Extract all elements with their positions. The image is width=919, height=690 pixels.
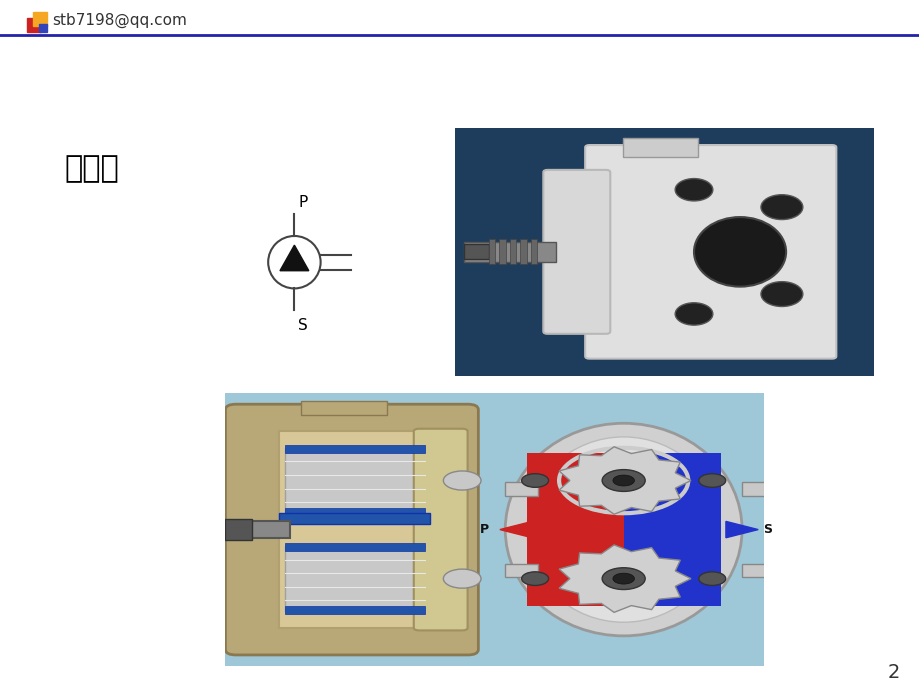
Bar bbox=[284, 606, 424, 614]
Bar bbox=[505, 482, 537, 495]
Circle shape bbox=[569, 453, 676, 508]
Text: P: P bbox=[480, 523, 489, 536]
Circle shape bbox=[601, 568, 644, 589]
Polygon shape bbox=[499, 522, 531, 538]
Circle shape bbox=[675, 303, 712, 325]
Circle shape bbox=[698, 572, 725, 585]
Text: S: S bbox=[763, 523, 772, 536]
Ellipse shape bbox=[527, 437, 720, 622]
Bar bbox=[279, 513, 429, 524]
Bar bbox=[530, 239, 537, 264]
Bar bbox=[39, 24, 47, 32]
Text: 2: 2 bbox=[887, 662, 899, 682]
Polygon shape bbox=[559, 447, 690, 514]
Bar bbox=[27, 18, 41, 32]
Bar bbox=[33, 12, 47, 26]
FancyBboxPatch shape bbox=[414, 428, 467, 631]
FancyBboxPatch shape bbox=[543, 170, 609, 334]
Text: 单泵：: 单泵： bbox=[64, 155, 119, 184]
Polygon shape bbox=[725, 522, 757, 538]
Circle shape bbox=[443, 569, 481, 588]
Bar bbox=[225, 522, 289, 538]
Ellipse shape bbox=[505, 423, 742, 636]
Bar bbox=[742, 564, 768, 578]
Polygon shape bbox=[279, 245, 309, 270]
Bar bbox=[301, 402, 387, 415]
Circle shape bbox=[521, 572, 548, 585]
Bar bbox=[463, 244, 488, 259]
Text: S: S bbox=[298, 318, 308, 333]
Bar bbox=[284, 445, 424, 453]
Circle shape bbox=[443, 471, 481, 490]
Bar bbox=[622, 137, 698, 157]
Bar bbox=[742, 482, 768, 495]
Circle shape bbox=[698, 474, 725, 487]
FancyBboxPatch shape bbox=[225, 404, 478, 655]
Circle shape bbox=[675, 179, 712, 201]
Bar bbox=[499, 239, 505, 264]
Bar bbox=[284, 508, 424, 516]
Bar bbox=[225, 519, 252, 540]
Circle shape bbox=[612, 475, 634, 486]
Polygon shape bbox=[559, 545, 690, 612]
Text: stb7198@qq.com: stb7198@qq.com bbox=[52, 12, 187, 28]
Bar bbox=[284, 448, 424, 513]
Bar bbox=[520, 239, 526, 264]
Bar bbox=[463, 242, 555, 262]
Bar bbox=[284, 546, 424, 611]
Circle shape bbox=[601, 470, 644, 491]
Circle shape bbox=[760, 195, 802, 219]
Bar bbox=[527, 453, 623, 606]
Text: P: P bbox=[298, 195, 307, 210]
Ellipse shape bbox=[693, 217, 785, 286]
Bar bbox=[279, 431, 429, 628]
Bar bbox=[505, 564, 537, 578]
Circle shape bbox=[612, 573, 634, 584]
Bar bbox=[284, 543, 424, 551]
Circle shape bbox=[521, 474, 548, 487]
Bar bbox=[509, 239, 516, 264]
Circle shape bbox=[760, 282, 802, 306]
FancyBboxPatch shape bbox=[584, 145, 835, 359]
Bar bbox=[623, 453, 720, 606]
Bar bbox=[488, 239, 494, 264]
